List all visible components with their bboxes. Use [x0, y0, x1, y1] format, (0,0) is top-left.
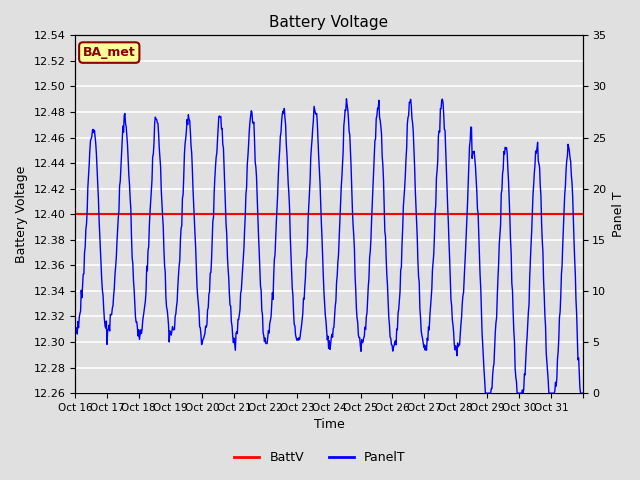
Text: BA_met: BA_met: [83, 46, 136, 59]
Legend: BattV, PanelT: BattV, PanelT: [229, 446, 411, 469]
Title: Battery Voltage: Battery Voltage: [269, 15, 388, 30]
X-axis label: Time: Time: [314, 419, 344, 432]
Y-axis label: Panel T: Panel T: [612, 192, 625, 237]
Y-axis label: Battery Voltage: Battery Voltage: [15, 166, 28, 263]
